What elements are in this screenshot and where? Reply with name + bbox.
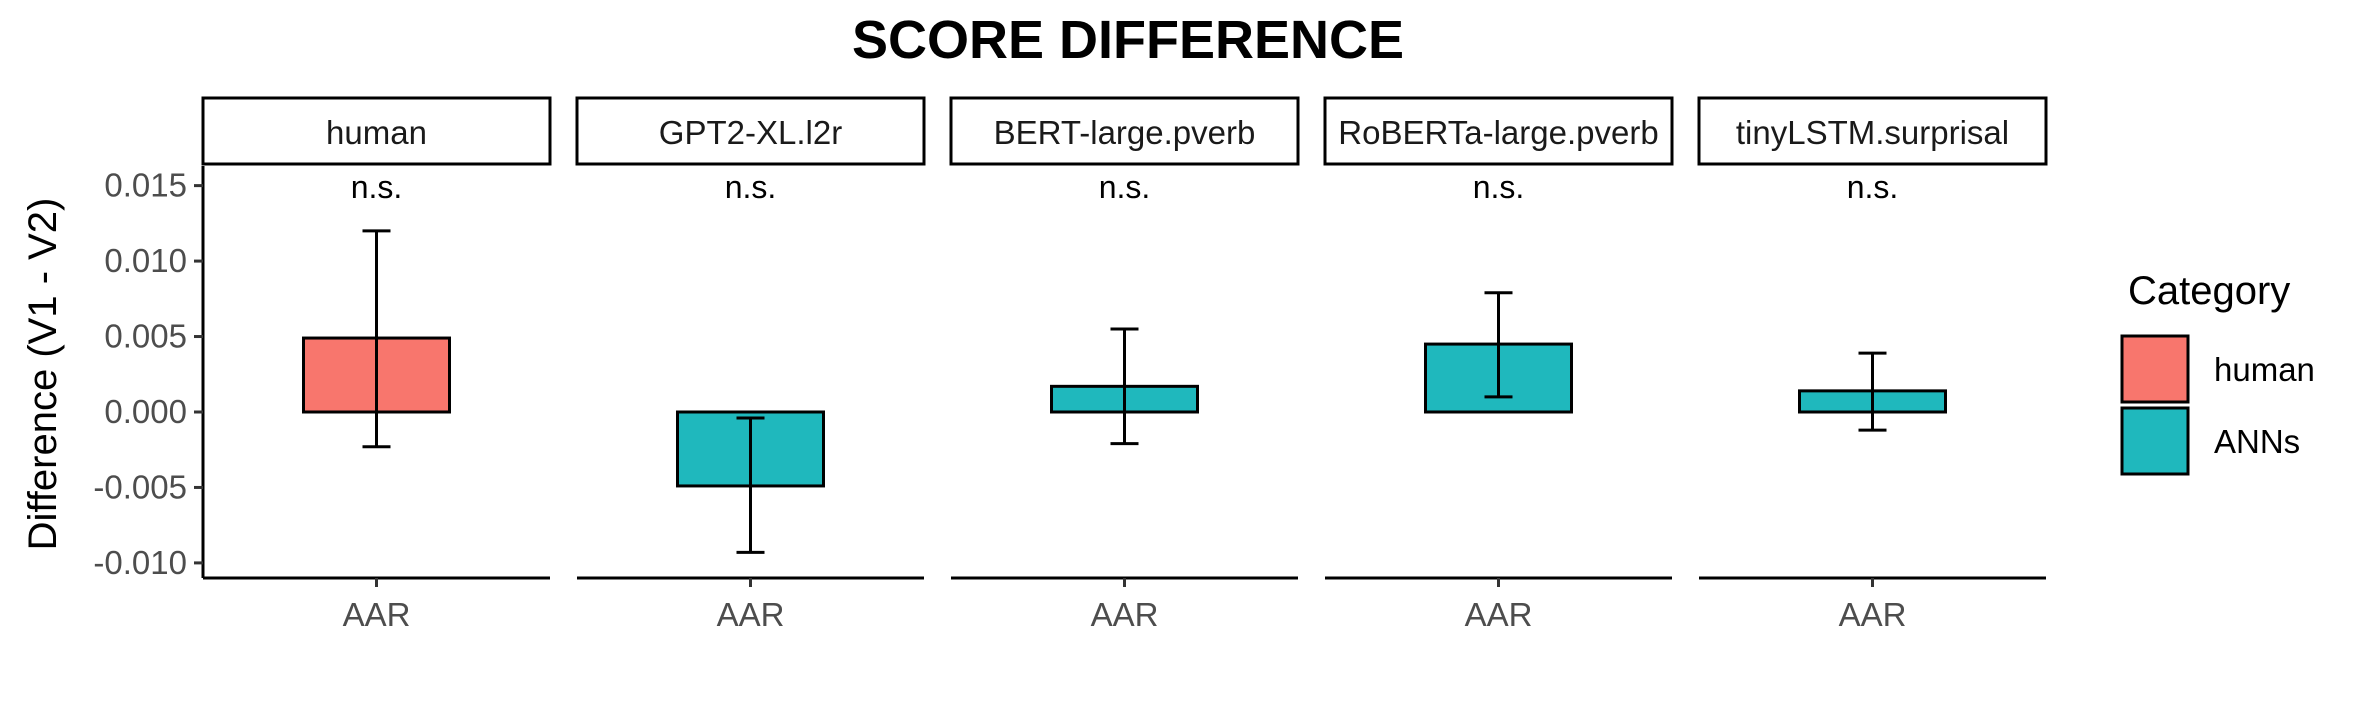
significance-label: n.s. — [725, 169, 777, 205]
facet-strip — [201, 96, 552, 166]
legend-label-human: human — [2214, 351, 2315, 388]
y-tick-label: 0.005 — [104, 318, 187, 355]
y-tick-label: -0.010 — [93, 544, 187, 581]
legend-swatch-human — [2120, 334, 2190, 404]
facet-panels: humann.s.AARGPT2-XL.l2rn.s.AARBERT-large… — [201, 96, 2048, 633]
facet-strip — [949, 96, 1300, 166]
facet-panel: RoBERTa-large.pverb n.s. AAR — [1323, 96, 1674, 633]
significance-label: n.s. — [1847, 169, 1899, 205]
y-tick-label: 0.000 — [104, 393, 187, 430]
facet-panel: human n.s. AAR — [201, 96, 552, 633]
facet-strip — [1697, 96, 2048, 166]
y-axis-label: Difference (V1 - V2) — [21, 198, 65, 551]
facet-strip-label: RoBERTa-large.pverb — [1338, 114, 1658, 151]
x-tick-label: AAR — [717, 596, 785, 633]
facet-strip — [575, 96, 926, 166]
y-axis: -0.010 -0.005 0.000 0.005 0.010 0.015 — [93, 166, 205, 581]
y-tick-label: 0.010 — [104, 242, 187, 279]
facet-strip-label: human — [326, 114, 427, 151]
facet-panel: BERT-large.pverb n.s. AAR — [949, 96, 1300, 633]
x-tick-label: AAR — [1091, 596, 1159, 633]
legend-label-anns: ANNs — [2214, 423, 2300, 460]
facet-strip — [1323, 96, 1674, 166]
significance-label: n.s. — [1099, 169, 1151, 205]
facet-panel: GPT2-XL.l2r n.s. AAR — [575, 96, 926, 633]
facet-strip-label: BERT-large.pverb — [994, 114, 1256, 151]
y-tick-label: -0.005 — [93, 468, 187, 505]
x-tick-label: AAR — [1465, 596, 1533, 633]
facet-strip-label: GPT2-XL.l2r — [659, 114, 842, 151]
legend: Category human ANNs — [2120, 269, 2315, 476]
facet-panel: tinyLSTM.surprisal n.s. AAR — [1697, 96, 2048, 633]
x-tick-label: AAR — [1839, 596, 1907, 633]
chart-title: SCORE DIFFERENCE — [852, 10, 1404, 70]
x-tick-label: AAR — [343, 596, 411, 633]
legend-swatch-anns — [2120, 406, 2190, 476]
legend-title: Category — [2128, 269, 2290, 313]
facet-strip-label: tinyLSTM.surprisal — [1736, 114, 2009, 151]
y-tick-label: 0.015 — [104, 167, 187, 204]
significance-label: n.s. — [351, 169, 403, 205]
significance-label: n.s. — [1473, 169, 1525, 205]
